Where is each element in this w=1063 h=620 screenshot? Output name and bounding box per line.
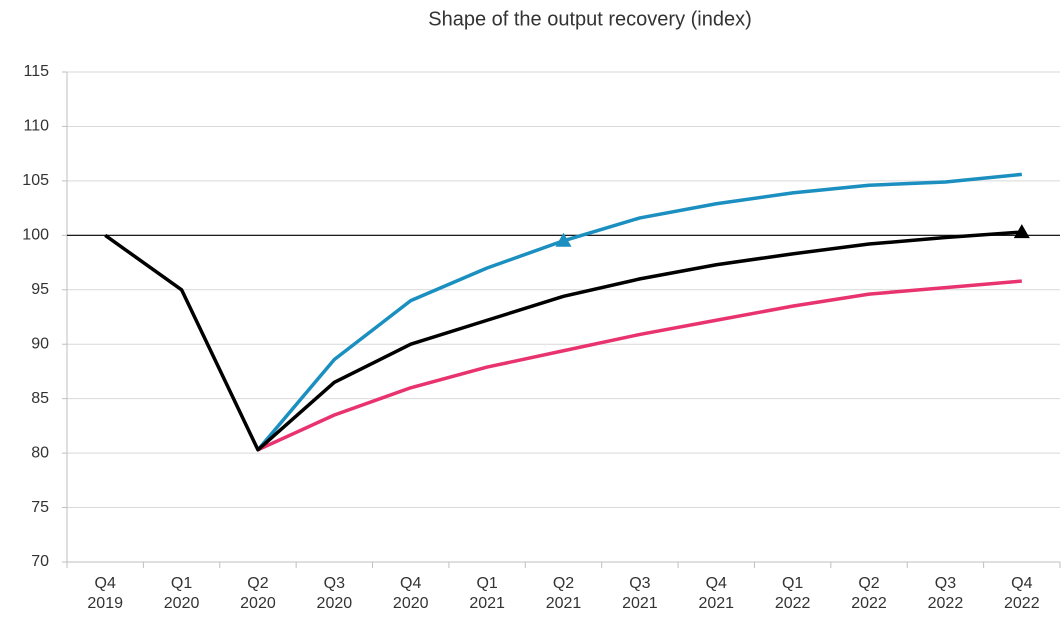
x-tick-label-line: 2021 <box>622 595 658 612</box>
x-tick-label-line: Q1 <box>476 575 497 592</box>
x-tick-label-line: 2022 <box>928 595 964 612</box>
x-tick-label: Q4 2020 <box>393 575 429 612</box>
point-marker <box>1013 224 1030 239</box>
x-tick-label: Q4 2021 <box>698 575 734 612</box>
x-tick-label-line: Q3 <box>935 575 956 592</box>
x-tick-label-line: Q4 <box>95 575 116 592</box>
x-tick-label-line: 2020 <box>240 595 276 612</box>
x-tick-label: Q3 2020 <box>317 575 353 612</box>
y-tick-label: 70 <box>31 553 49 570</box>
y-tick-label: 115 <box>23 63 49 80</box>
x-tick-label: Q3 2022 <box>928 575 964 612</box>
x-tick-label-line: Q3 <box>629 575 650 592</box>
point-marker <box>555 232 572 247</box>
series-line <box>256 172 1022 451</box>
x-tick-label-line: 2021 <box>698 595 734 612</box>
x-tick-label-line: Q3 <box>324 575 345 592</box>
y-tick-label: 90 <box>31 335 49 352</box>
x-tick-label: Q4 2019 <box>87 575 123 612</box>
x-tick-label-line: 2021 <box>469 595 505 612</box>
y-tick-label: 85 <box>31 390 49 407</box>
x-tick-label-line: 2022 <box>775 595 811 612</box>
y-tick-label: 80 <box>31 444 49 461</box>
x-tick-label: Q3 2021 <box>622 575 658 612</box>
x-tick-label-line: 2022 <box>1004 595 1040 612</box>
x-tick-label-line: Q2 <box>247 575 268 592</box>
chart-title: Shape of the output recovery (index) <box>428 8 752 30</box>
x-tick-label: Q1 2020 <box>164 575 200 612</box>
x-tick-label-line: 2020 <box>317 595 353 612</box>
y-tick-label: 75 <box>31 499 49 516</box>
series-line <box>104 230 1022 452</box>
x-tick-label-line: 2020 <box>393 595 429 612</box>
series-line <box>257 279 1022 452</box>
x-tick-label-line: 2021 <box>546 595 582 612</box>
y-tick-label: 100 <box>22 227 49 244</box>
y-tick-label: 110 <box>23 118 49 135</box>
x-tick-label: Q1 2021 <box>469 575 505 612</box>
x-tick-label-line: Q2 <box>553 575 574 592</box>
x-tick-label-line: Q4 <box>400 575 421 592</box>
x-tick-label: Q2 2021 <box>546 575 582 612</box>
x-tick-label-line: 2022 <box>851 595 887 612</box>
x-tick-label: Q1 2022 <box>775 575 811 612</box>
x-tick-label-line: Q2 <box>858 575 879 592</box>
x-tick-label-line: Q1 <box>782 575 803 592</box>
y-tick-label: 105 <box>22 172 49 189</box>
y-tick-label: 95 <box>31 281 49 298</box>
x-tick-label: Q2 2022 <box>851 575 887 612</box>
x-tick-label-line: Q4 <box>706 575 727 592</box>
x-tick-label-line: 2020 <box>164 595 200 612</box>
x-tick-label: Q4 2022 <box>1004 575 1040 612</box>
x-tick-label-line: Q1 <box>171 575 192 592</box>
x-tick-label-line: 2019 <box>87 595 123 612</box>
x-tick-label-line: Q4 <box>1011 575 1032 592</box>
x-tick-label: Q2 2020 <box>240 575 276 612</box>
